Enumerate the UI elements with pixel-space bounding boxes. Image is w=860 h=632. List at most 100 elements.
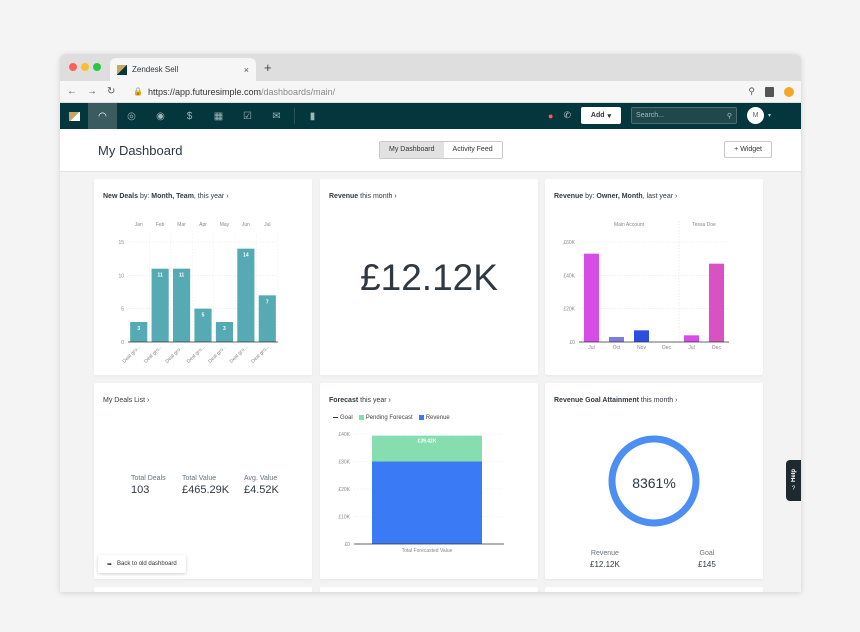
tab-title: Zendesk Sell xyxy=(132,65,179,74)
revenue-card: Revenue this month › £12.12K xyxy=(320,179,538,375)
zendesk-logo[interactable] xyxy=(60,103,88,129)
total-deals-stat: Total Deals 103 xyxy=(131,475,166,496)
bar xyxy=(237,248,255,342)
stat-label: Revenue xyxy=(590,550,619,557)
y-tick-label: 0 xyxy=(121,340,124,346)
y-tick-label: 15 xyxy=(118,240,124,246)
bar xyxy=(130,322,148,342)
reload-icon[interactable]: ↻ xyxy=(107,86,116,97)
lock-icon: 🔒 xyxy=(133,87,143,96)
card-title[interactable]: Forecast this year › xyxy=(329,397,391,404)
forecast-chart: £0 £10K £20K £30K £40K £39.42K Total Forecaste… xyxy=(338,432,504,554)
new-deals-chart: 0 5 10 15 Jan 3 Deal gro... Feb 11 Deal gro... Mar… xyxy=(118,222,279,365)
group-label: Main Account xyxy=(614,222,645,228)
card-title[interactable]: Revenue this month › xyxy=(329,193,397,200)
y-tick-label: £20K xyxy=(563,307,575,313)
view-toggle: My Dashboard Activity Feed xyxy=(379,141,503,159)
legend-pending: Pending Forecast xyxy=(358,415,413,421)
page-title: My Dashboard xyxy=(98,143,183,158)
chevron-down-icon: ▾ xyxy=(607,112,612,120)
tasks-check-icon[interactable]: ☑ xyxy=(243,110,252,122)
notifications-bell-icon[interactable]: ● xyxy=(548,110,554,121)
phone-icon[interactable]: ✆ xyxy=(563,110,571,120)
bar xyxy=(709,263,724,342)
page-header: My Dashboard My Dashboard Activity Feed … xyxy=(60,129,801,172)
x-category-label: May xyxy=(220,222,230,228)
card-title[interactable]: New Deals by: Month, Team, this year › xyxy=(103,193,229,200)
forecast-card: Forecast this year › Goal Pending Foreca… xyxy=(320,383,538,579)
bar xyxy=(151,268,169,342)
card-title[interactable]: My Deals List › xyxy=(103,397,150,404)
deals-list-card: My Deals List › Total Deals 103 Total Va… xyxy=(94,383,312,579)
search-input[interactable]: Search... ⚲ xyxy=(630,107,737,124)
x-category-label: Feb xyxy=(156,222,165,228)
deals-dollar-icon[interactable]: $ xyxy=(186,110,193,122)
back-to-old-dashboard-button[interactable]: ➥ Back to old dashboard xyxy=(98,555,186,573)
x-category-label: Mar xyxy=(177,222,186,228)
bar xyxy=(173,268,191,342)
tab-activity-feed[interactable]: Activity Feed xyxy=(443,142,502,158)
url-path: /dashboards/main/ xyxy=(261,86,336,97)
back-button-label: Back to old dashboard xyxy=(117,561,177,567)
maximize-window-button[interactable] xyxy=(93,63,101,71)
x-category-label: Jul xyxy=(264,222,270,228)
stat-label: Goal xyxy=(699,550,715,557)
bar-value-label: 5 xyxy=(202,313,205,319)
help-icon: ? xyxy=(791,485,796,492)
y-tick-label: 5 xyxy=(121,307,124,313)
stat-label: Total Deals xyxy=(131,475,166,482)
new-tab-button[interactable]: + xyxy=(264,60,272,75)
donut-ring xyxy=(608,435,700,527)
communication-chat-icon[interactable]: ✉ xyxy=(272,110,281,122)
forward-arrow-icon[interactable]: → xyxy=(87,86,97,97)
avg-value-stat: Avg. Value £4.52K xyxy=(244,475,279,496)
bar-value-label: 14 xyxy=(243,253,249,259)
y-tick-label: £0 xyxy=(569,340,575,346)
stat-value: £465.29K xyxy=(182,484,230,496)
group-label: Tessa Doe xyxy=(692,222,716,228)
add-widget-button[interactable]: + Widget xyxy=(724,141,772,158)
help-button[interactable]: Help ? xyxy=(786,460,801,501)
bar xyxy=(194,308,212,342)
tab-close-icon[interactable]: × xyxy=(243,64,249,75)
x-tick-label: Deal gro... xyxy=(122,344,143,365)
y-tick-label: £40K xyxy=(338,432,350,438)
calendar-icon[interactable]: ▦ xyxy=(213,110,224,122)
leads-target-icon[interactable]: ◎ xyxy=(127,110,136,122)
avatar-chevron-down-icon[interactable]: ▾ xyxy=(767,113,771,119)
stat-value: £4.52K xyxy=(244,484,279,496)
zoom-icon[interactable]: ⚲ xyxy=(748,86,755,96)
browser-tab[interactable]: Zendesk Sell × xyxy=(110,58,256,81)
bar-value-label: £39.42K xyxy=(418,439,437,445)
legend-revenue: Revenue xyxy=(418,415,450,421)
y-tick-label: £10K xyxy=(338,515,350,521)
x-tick-label: Total Forecasted Value xyxy=(402,548,453,554)
add-button[interactable]: Add ▾ xyxy=(580,107,621,124)
x-tick-label: Dec xyxy=(712,345,721,351)
reports-bar-chart-icon[interactable]: ▮ xyxy=(309,110,316,122)
clipboard-extension-icon[interactable] xyxy=(765,86,774,97)
close-window-button[interactable] xyxy=(69,63,77,71)
x-tick-label: Oct xyxy=(613,345,621,351)
minimize-window-button[interactable] xyxy=(81,63,89,71)
x-tick-label: Nov xyxy=(637,345,646,351)
y-tick-label: 10 xyxy=(118,273,124,279)
dashboard-gauge-icon[interactable]: ◠ xyxy=(88,103,117,129)
new-deals-card: New Deals by: Month, Team, this year › 0… xyxy=(94,179,312,375)
back-arrow-icon[interactable]: ← xyxy=(67,86,77,97)
url-host: https://app.futuresimple.com xyxy=(147,86,262,97)
contacts-icon[interactable]: ◉ xyxy=(156,110,165,122)
partial-card xyxy=(94,587,312,592)
bar xyxy=(258,295,276,342)
card-title[interactable]: Revenue by: Owner, Month, last year › xyxy=(554,193,678,200)
update-extension-icon[interactable] xyxy=(784,86,794,97)
avatar[interactable]: M xyxy=(746,107,764,124)
goal-target-stat: Goal £145 xyxy=(698,550,716,569)
stat-value: £145 xyxy=(698,560,716,569)
stat-value: £12.12K xyxy=(590,560,620,569)
forecast-legend: Goal Pending Forecast Revenue xyxy=(333,415,450,421)
tab-my-dashboard[interactable]: My Dashboard xyxy=(380,142,444,158)
url-field[interactable]: https://app.futuresimple.com/dashboards/… xyxy=(148,87,335,97)
card-title[interactable]: Revenue Goal Attainment this month › xyxy=(554,397,678,404)
x-category-label: Jun xyxy=(242,222,250,228)
